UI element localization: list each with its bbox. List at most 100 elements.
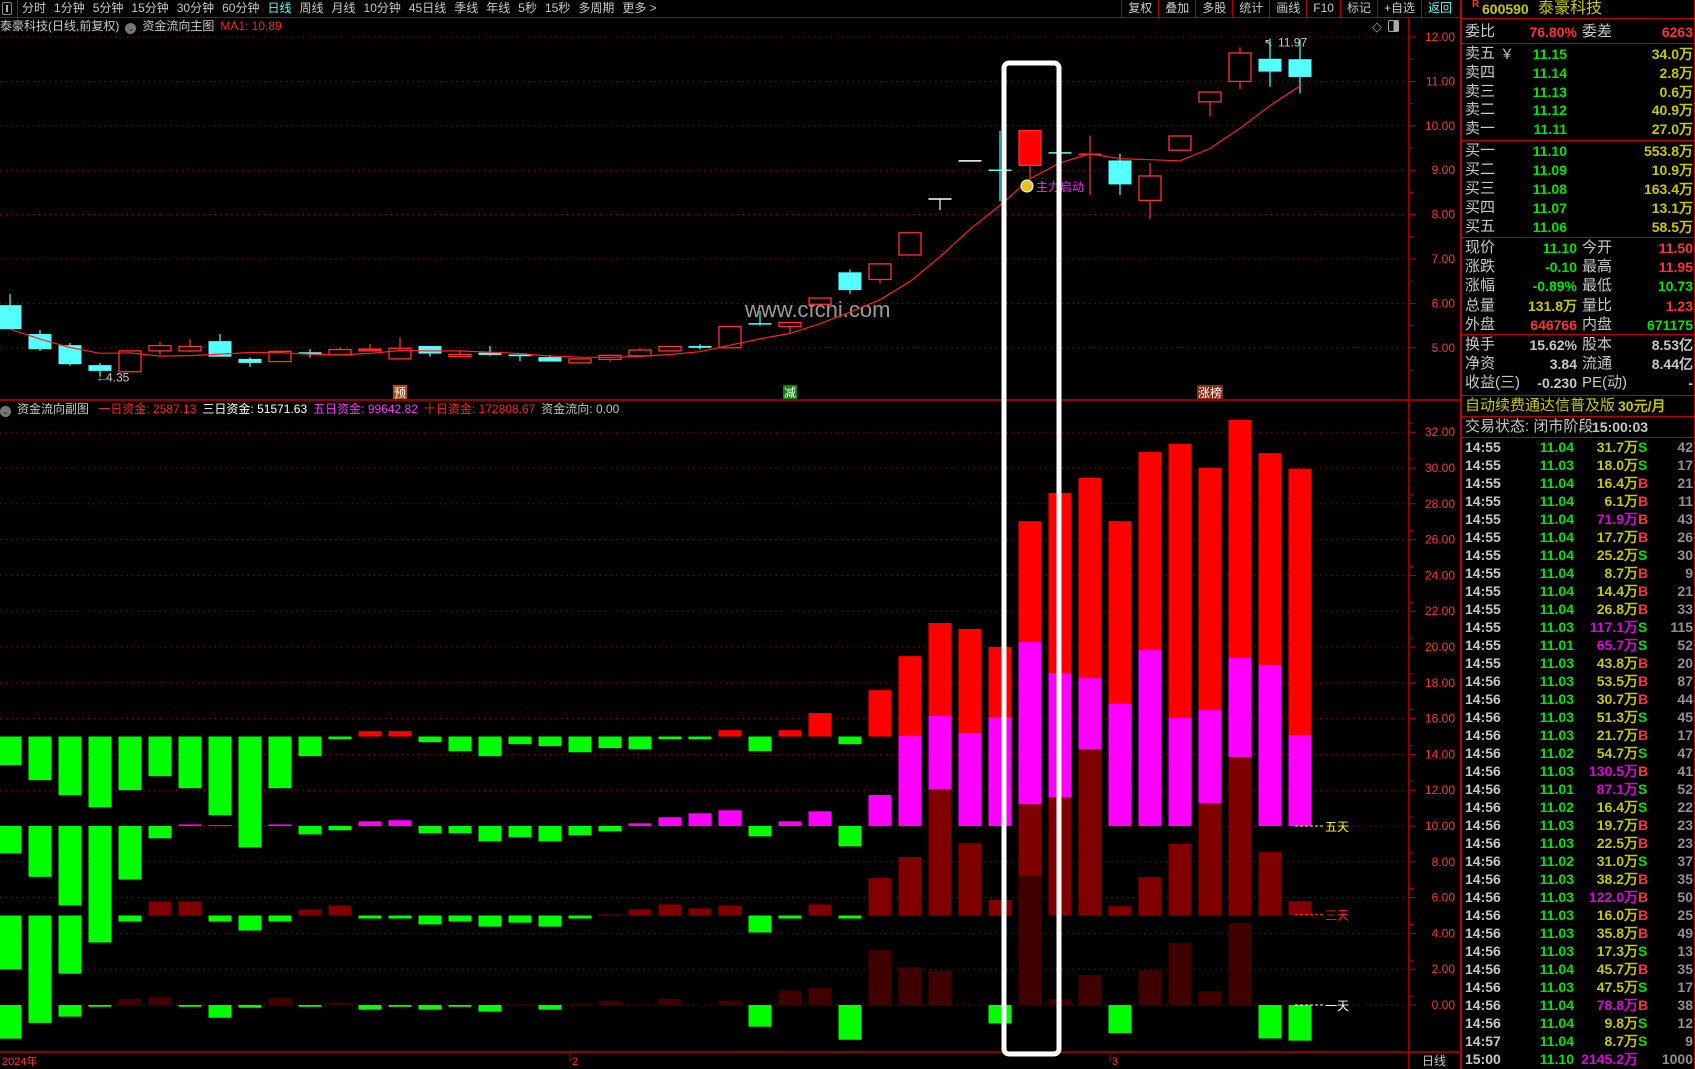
period-tab[interactable]: 更多 > (622, 1, 657, 15)
candle[interactable] (88, 362, 112, 377)
candle[interactable] (1258, 38, 1282, 87)
period-tab[interactable]: 周线 (299, 1, 324, 15)
candle[interactable] (718, 325, 742, 349)
candle[interactable] (208, 334, 232, 357)
period-tab[interactable]: 60分钟 (222, 1, 260, 15)
flow-bar (748, 915, 772, 933)
candle[interactable] (898, 232, 922, 256)
period-tab[interactable]: 45日线 (408, 1, 447, 15)
period-tab[interactable]: 15秒 (544, 1, 571, 15)
toolbar-button[interactable]: 复权 (1121, 0, 1158, 18)
flow-axis-label: 4.00 (1432, 926, 1456, 940)
toolbar-button[interactable]: 统计 (1232, 0, 1269, 18)
candle[interactable] (358, 344, 382, 352)
period-tab[interactable]: 多周期 (578, 1, 615, 15)
candle[interactable] (868, 263, 892, 284)
period-tab[interactable]: 月线 (331, 1, 356, 15)
tick-row: 14:56 11.03 22.5万 B 23 (1462, 834, 1695, 852)
tick-time: 14:56 (1465, 961, 1501, 977)
period-tab[interactable]: 季线 (454, 1, 479, 15)
candle[interactable] (118, 350, 142, 373)
toolbar-button[interactable]: 返回 (1420, 0, 1458, 18)
toolbar-button[interactable]: 标记 (1339, 0, 1377, 18)
toolbar: 复权 叠加 多股 统计 画线 F10 标记 +自选 返回 (1121, 0, 1458, 18)
tick-side: B (1638, 529, 1649, 545)
period-tab[interactable]: 年线 (486, 1, 511, 15)
candle[interactable] (928, 198, 952, 211)
tick-side: B (1638, 601, 1649, 617)
candle[interactable] (1108, 153, 1132, 196)
candle[interactable] (478, 346, 502, 356)
candle[interactable] (28, 330, 52, 351)
candle[interactable] (988, 130, 1012, 202)
candle[interactable] (748, 310, 772, 326)
candle[interactable] (1288, 39, 1312, 94)
period-tab[interactable]: 1分钟 (54, 1, 85, 15)
candle[interactable] (838, 269, 862, 294)
stat-value: 10.73 (1657, 278, 1693, 295)
arrow-left-icon: ← (96, 371, 108, 385)
candle[interactable] (1138, 163, 1162, 220)
signal-marker[interactable]: 涨榜 (1197, 385, 1223, 400)
period-tab[interactable]: 5分钟 (92, 1, 124, 15)
candle[interactable] (1228, 47, 1252, 89)
flow-bar (1288, 1005, 1312, 1041)
period-tab[interactable]: 日线 (267, 1, 292, 15)
flow-bar (238, 826, 262, 835)
candle[interactable] (388, 337, 412, 360)
candle[interactable] (148, 342, 172, 355)
period-tab[interactable]: 分时 (22, 1, 47, 15)
flow-bar (718, 730, 742, 737)
period-label[interactable]: 日线 (1422, 1054, 1446, 1068)
panel-layout-icon[interactable] (1388, 20, 1399, 32)
bid-label: 买四 (1465, 199, 1496, 216)
stat-label: 最低 (1582, 277, 1613, 295)
candle[interactable] (0, 294, 22, 330)
candle-body (1168, 135, 1192, 151)
signal-marker[interactable]: 减 (783, 385, 797, 400)
candle[interactable] (238, 357, 262, 367)
period-tab[interactable]: 10分钟 (363, 1, 401, 15)
tick-count: 21 (1677, 475, 1693, 491)
toolbar-button[interactable]: 多股 (1195, 0, 1232, 18)
candle[interactable] (298, 349, 322, 358)
tick-time: 14:56 (1465, 943, 1501, 959)
candle[interactable] (1198, 91, 1222, 117)
candle[interactable] (1168, 135, 1192, 151)
toolbar-button[interactable]: 画线 (1269, 0, 1306, 18)
period-tab[interactable]: 15分钟 (131, 1, 169, 15)
ad-banner[interactable]: 自动续费通达信普及版 30元/月 (1462, 397, 1695, 415)
candle[interactable] (58, 342, 82, 366)
toolbar-button[interactable]: +自选 (1376, 0, 1421, 18)
toolbar-button[interactable]: F10 (1306, 0, 1340, 18)
candle[interactable] (688, 344, 712, 350)
candle[interactable] (808, 297, 832, 305)
signal-marker[interactable]: 预 (393, 385, 407, 400)
indicator-dropdown-icon[interactable]: ⌄ (0, 406, 11, 417)
diamond-icon[interactable]: ◇ (1372, 19, 1382, 34)
candle[interactable] (178, 338, 202, 353)
stat-label: 外盘 (1465, 315, 1496, 333)
tick-time: 14:56 (1465, 673, 1501, 689)
sub-chart-title[interactable]: 资金流向副图 (17, 402, 90, 416)
candle[interactable] (508, 354, 532, 362)
panel-toggle-icon[interactable] (2, 2, 12, 15)
period-tab[interactable]: 30分钟 (176, 1, 215, 15)
tick-price: 11.03 (1539, 457, 1574, 473)
candle[interactable] (598, 354, 622, 362)
tick-side: B (1638, 835, 1649, 851)
candle[interactable] (568, 358, 592, 364)
main-indicator-name[interactable]: 资金流向主图 (142, 19, 215, 33)
tick-volume: 8.7万 (1604, 1033, 1638, 1049)
tick-price: 11.04 (1539, 493, 1574, 509)
toolbar-button[interactable]: 叠加 (1158, 0, 1195, 18)
candle[interactable] (628, 348, 652, 357)
candle[interactable] (1018, 130, 1042, 178)
period-tab[interactable]: 5秒 (518, 1, 537, 15)
candle[interactable] (658, 345, 682, 352)
indicator-dropdown-icon[interactable]: ⌄ (125, 23, 137, 34)
tick-volume: 122.0万 (1588, 889, 1638, 905)
candle[interactable] (328, 347, 352, 356)
flow-bar (658, 817, 682, 826)
candle[interactable] (778, 321, 802, 334)
